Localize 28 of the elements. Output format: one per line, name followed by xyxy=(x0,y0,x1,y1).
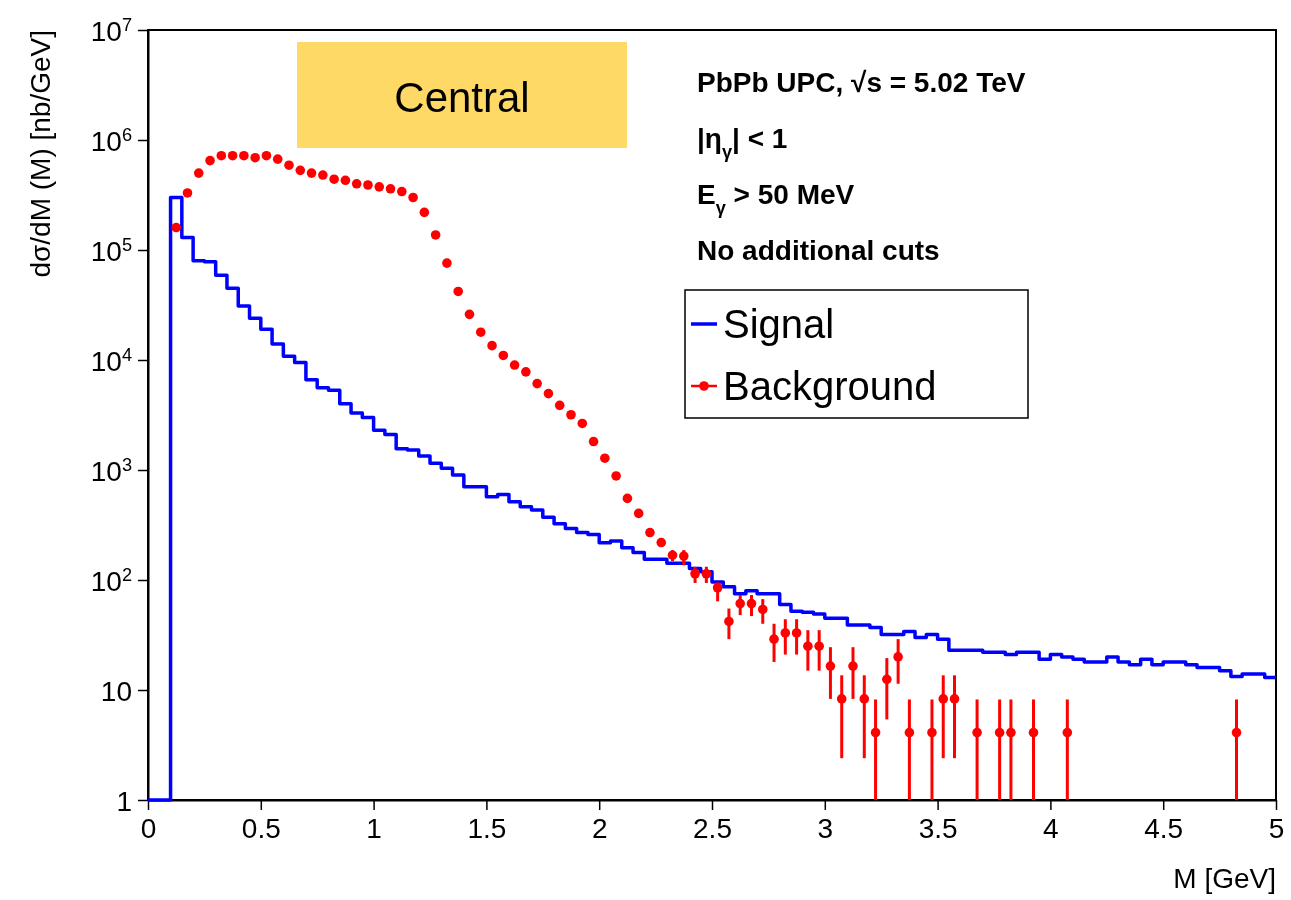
x-tick-label: 0.5 xyxy=(241,812,281,844)
y-tick-label: 10$^{6}$ xyxy=(90,124,132,157)
y-tick-label: 10$^{7}$ xyxy=(90,14,132,47)
y-axis-title: dσ/dM (M) [nb/GeV] xyxy=(25,30,56,278)
annotation: No additional cuts xyxy=(697,235,940,266)
x-tick-label: 1 xyxy=(366,812,382,844)
legend-label: Signal xyxy=(723,302,835,346)
annotation: E$_{γ}$ > 50 MeV xyxy=(697,179,855,218)
x-tick-label: 3 xyxy=(817,812,834,844)
annotation: Central xyxy=(394,74,530,121)
y-tick-label: 10$^{5}$ xyxy=(90,234,132,267)
x-tick-label: 2 xyxy=(591,812,608,844)
x-tick-label: 0 xyxy=(140,812,157,844)
y-tick-label: 10$^{2}$ xyxy=(90,564,132,597)
x-tick-label: 1.5 xyxy=(467,812,507,844)
x-axis-title: M [GeV] xyxy=(1173,863,1276,894)
x-tick-label: 3.5 xyxy=(918,812,958,844)
y-tick-label: 10 xyxy=(100,675,132,707)
x-tick-label: 4 xyxy=(1043,812,1059,844)
y-tick-label: 1 xyxy=(116,785,132,817)
x-tick-label: 5 xyxy=(1268,812,1285,844)
x-tick-label: 4.5 xyxy=(1144,812,1184,844)
annotation: PbPb UPC, √s = 5.02 TeV xyxy=(697,67,1026,98)
legend-label: Background xyxy=(723,364,937,408)
annotation: |η$_{γ}$| < 1 xyxy=(697,123,788,162)
x-tick-label: 2.5 xyxy=(693,812,732,844)
y-tick-label: 10$^{3}$ xyxy=(90,454,132,487)
y-tick-label: 10$^{4}$ xyxy=(90,344,132,377)
